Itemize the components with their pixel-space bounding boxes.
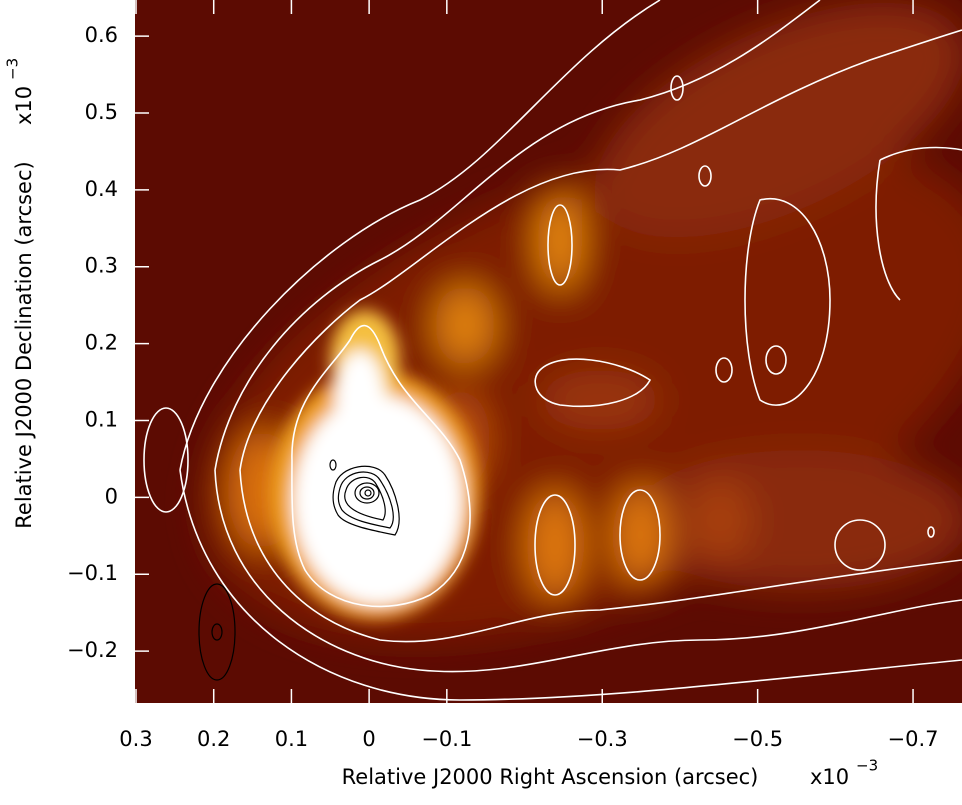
x-scale-base: x10 (810, 765, 849, 789)
x-tick-label: 0.2 (197, 727, 230, 751)
y-tick-label: 0.1 (85, 407, 118, 431)
sky-image (135, 0, 962, 703)
y-tick-label: 0.6 (85, 23, 118, 47)
x-tick-label: 0.3 (119, 727, 152, 751)
x-tick-label: −0.1 (421, 727, 472, 751)
y-tick-label: 0.4 (85, 177, 118, 201)
x-tick-label: 0 (362, 727, 375, 751)
y-tick-label: 0.3 (85, 254, 118, 278)
y-tick-label: 0.2 (85, 331, 118, 355)
y-tick-label: −0.2 (67, 638, 118, 662)
y-tick-label: 0.5 (85, 100, 118, 124)
y-axis-label: Relative J2000 Declination (arcsec) (12, 161, 36, 528)
y-scale-exponent: −3 (4, 58, 22, 80)
x-tick-label: −0.3 (577, 727, 628, 751)
x-axis-label: Relative J2000 Right Ascension (arcsec) (342, 765, 759, 789)
y-tick-label: 0 (105, 484, 118, 508)
y-scale-base: x10 (12, 86, 36, 125)
x-tick-label: −0.7 (888, 727, 939, 751)
x-scale-exponent: −3 (856, 757, 878, 775)
x-tick-label: −0.5 (732, 727, 783, 751)
x-tick-label: 0.1 (275, 727, 308, 751)
y-tick-label: −0.1 (67, 561, 118, 585)
